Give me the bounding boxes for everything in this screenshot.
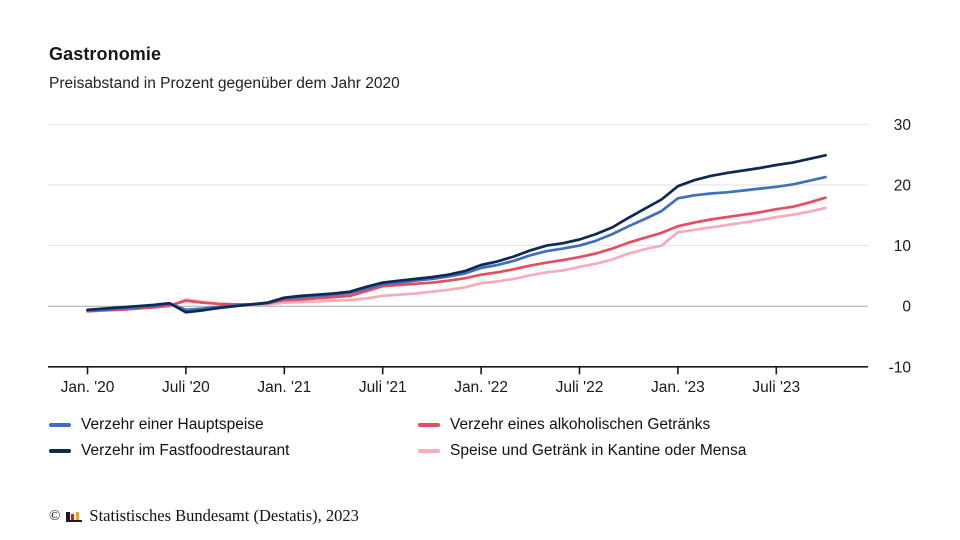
x-tick-label: Juli '20	[162, 379, 210, 396]
x-tick-label: Jan. '22	[454, 379, 508, 396]
chart-subtitle: Preisabstand in Prozent gegenüber dem Ja…	[49, 75, 400, 92]
legend-item: Verzehr einer Hauptspeise	[49, 416, 264, 434]
source-attribution: © Statistisches Bundesamt (Destatis), 20…	[49, 506, 359, 526]
logo-bar-red	[71, 514, 75, 520]
series-line-4	[86, 206, 827, 314]
legend-label: Verzehr eines alkoholischen Getränks	[450, 416, 711, 433]
logo-baseline	[66, 519, 83, 522]
legend-label: Verzehr einer Hauptspeise	[81, 416, 264, 433]
y-tick-label: 20	[894, 178, 912, 195]
legend-swatch-icon	[49, 449, 71, 453]
copyright-icon: ©	[49, 507, 61, 524]
x-tick-label: Juli '23	[752, 379, 800, 396]
series-line-2	[86, 153, 827, 314]
series-line-1	[86, 175, 827, 312]
logo-bar-gold	[75, 511, 79, 520]
y-tick-label: 30	[894, 117, 912, 134]
source-text: Statistisches Bundesamt (Destatis), 2023	[89, 506, 359, 525]
legend-item: Speise und Getränk in Kantine oder Mensa	[418, 442, 746, 460]
series-line-3	[86, 196, 827, 313]
x-tick-label: Jan. '23	[651, 379, 705, 396]
chart-title: Gastronomie	[49, 44, 162, 64]
x-tick-label: Juli '22	[556, 379, 604, 396]
x-tick-label: Juli '21	[359, 379, 407, 396]
y-tick-label: 0	[902, 299, 911, 316]
legend-item: Verzehr im Fastfoodrestaurant	[49, 442, 290, 460]
legend-swatch-icon	[49, 423, 71, 427]
legend-swatch-icon	[418, 449, 440, 453]
x-tick-label: Jan. '20	[61, 379, 115, 396]
legend-label: Speise und Getränk in Kantine oder Mensa	[450, 442, 747, 459]
destatis-logo-icon	[66, 510, 83, 523]
legend-label: Verzehr im Fastfoodrestaurant	[81, 442, 290, 459]
legend-swatch-icon	[418, 423, 440, 427]
y-tick-label: -10	[889, 359, 912, 376]
legend-item: Verzehr eines alkoholischen Getränks	[418, 416, 710, 434]
x-tick-label: Jan. '21	[257, 379, 311, 396]
y-tick-label: 10	[894, 238, 912, 255]
logo-bar-black	[66, 511, 70, 520]
